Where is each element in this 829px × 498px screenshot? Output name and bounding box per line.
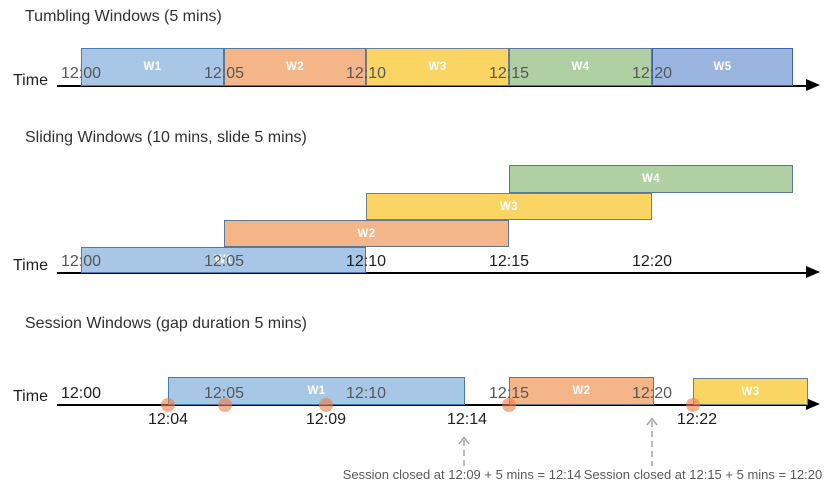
tick-label: 12:15 <box>488 253 530 270</box>
session-close-arrow <box>646 417 658 466</box>
event-time-label: 12:09 <box>305 411 347 428</box>
tumbling-axis-arrowhead <box>806 79 820 91</box>
event-dot <box>686 398 700 412</box>
sliding-axis-line <box>57 272 806 274</box>
tumbling-section-title: Tumbling Windows (5 mins) <box>25 8 222 25</box>
tick-label: 12:20 <box>631 65 673 82</box>
session-axis-arrowhead <box>806 398 820 410</box>
tick-label: 12:10 <box>345 253 387 270</box>
session-window-bar: W3 <box>693 378 808 405</box>
session-window-bar: W2 <box>509 377 654 405</box>
tick-label: 12:05 <box>203 385 245 402</box>
sliding-time-axis-label: Time <box>13 257 48 274</box>
event-time-label: 12:04 <box>147 411 189 428</box>
sliding-section-title: Sliding Windows (10 mins, slide 5 mins) <box>25 129 307 146</box>
window-label: W1 <box>307 385 326 397</box>
tick-label: 12:10 <box>345 385 387 402</box>
tick-label: 12:05 <box>203 253 245 270</box>
session-close-caption: Session closed at 12:09 + 5 mins = 12:14 <box>342 467 582 482</box>
window-label: W1 <box>143 61 162 73</box>
session-close-caption: Session closed at 12:15 + 5 mins = 12:20 <box>583 467 823 482</box>
window-label: W4 <box>571 61 590 73</box>
tick-label: 12:00 <box>60 385 102 402</box>
session-close-arrow <box>458 436 470 466</box>
event-dot <box>319 398 333 412</box>
event-dot <box>502 398 516 412</box>
tick-label: 12:00 <box>60 65 102 82</box>
tick-label: 12:15 <box>488 385 530 402</box>
tick-label: 12:10 <box>345 65 387 82</box>
event-dot <box>218 398 232 412</box>
tick-label: 12:00 <box>60 253 102 270</box>
tumbling-axis-line <box>57 85 806 87</box>
event-time-label: 12:22 <box>676 411 718 428</box>
window-label: W2 <box>357 227 376 240</box>
tumbling-window-bar: W1 <box>81 48 224 86</box>
session-time-axis-label: Time <box>13 388 48 405</box>
window-label: W3 <box>499 200 519 213</box>
tick-label: 12:05 <box>203 65 245 82</box>
sliding-window-bar: W4 <box>509 165 793 193</box>
tick-label: 12:20 <box>631 253 673 270</box>
sliding-axis-arrowhead <box>806 266 820 278</box>
tumbling-window-bar: W3 <box>366 48 509 86</box>
sliding-window-bar: W1 <box>81 247 366 273</box>
window-label: W3 <box>741 385 760 398</box>
tick-label: 12:15 <box>488 65 530 82</box>
event-dot <box>161 398 175 412</box>
sliding-window-bar: W3 <box>366 193 652 220</box>
event-time-label: 12:14 <box>446 411 488 428</box>
window-label: W2 <box>572 385 591 397</box>
window-label: W2 <box>285 61 305 73</box>
tumbling-window-bar: W2 <box>224 48 366 86</box>
tick-label: 12:20 <box>631 385 673 402</box>
session-axis-line <box>57 404 806 406</box>
window-label: W1 <box>214 254 233 266</box>
tumbling-time-axis-label: Time <box>13 72 48 89</box>
tumbling-window-bar: W5 <box>652 48 793 86</box>
window-label: W5 <box>713 61 732 73</box>
window-label: W4 <box>641 173 661 185</box>
session-section-title: Session Windows (gap duration 5 mins) <box>25 315 307 332</box>
tumbling-window-bar: W4 <box>509 48 652 86</box>
window-label: W3 <box>428 61 447 73</box>
sliding-window-bar: W2 <box>224 220 509 247</box>
session-window-bar: W1 <box>168 377 465 405</box>
